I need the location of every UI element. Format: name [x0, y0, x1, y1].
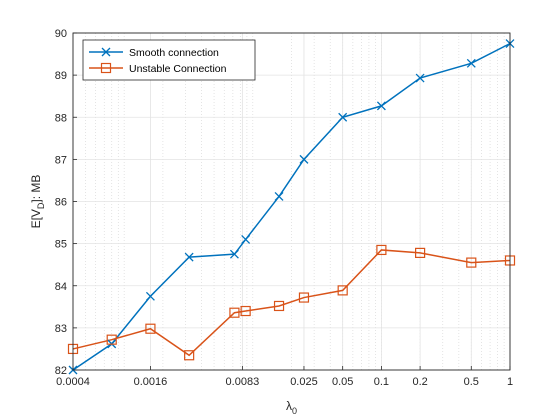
data-point: [415, 247, 426, 258]
legend-box: [82, 39, 256, 81]
legend-label: Smooth connection: [129, 47, 219, 59]
x-tick-label: 0.0083: [226, 376, 260, 388]
data-point: [184, 252, 194, 262]
y-tick-label: 87: [55, 154, 67, 166]
y-tick-label: 84: [55, 281, 67, 293]
marker-stroke: [376, 101, 386, 111]
y-axis-label: E[VD]: MB: [29, 175, 46, 229]
marker-stroke: [415, 73, 425, 83]
data-point: [415, 73, 425, 83]
x-tick-labels: 0.0004 0.0016 0.0083 0.025 0.05 0.1 0.2 0.5 1: [56, 376, 513, 388]
data-point: [298, 292, 310, 303]
data-point: [337, 285, 348, 296]
plot-frame: [72, 32, 511, 371]
data-point: [338, 112, 348, 122]
x-tick-label: 0.1: [374, 376, 389, 388]
data-point: [106, 334, 117, 345]
marker-stroke: [274, 191, 284, 201]
data-point: [376, 101, 386, 111]
y-tick-label: 89: [55, 70, 67, 82]
data-point: [299, 154, 309, 164]
y-tick-label: 86: [55, 197, 67, 209]
series-line-2: [72, 249, 511, 357]
data-point: [240, 305, 251, 317]
legend-item: Smooth connection: [89, 47, 219, 59]
data-point: [229, 307, 240, 318]
y-tick-label: 82: [55, 365, 67, 377]
data-point: [184, 350, 195, 361]
y-tick-label: 88: [55, 112, 67, 124]
data-point: [241, 234, 251, 244]
data-point: [466, 58, 476, 68]
marker-stroke: [145, 291, 155, 301]
legend-marker: [100, 62, 112, 74]
marker-stroke: [101, 47, 111, 57]
data-point: [466, 257, 477, 268]
marker-stroke: [184, 252, 194, 262]
data-point: [145, 291, 155, 301]
x-tick-label: 0.2: [412, 376, 427, 388]
y-tick-label: 85: [55, 239, 67, 251]
marker-stroke: [338, 112, 348, 122]
marker-stroke: [299, 154, 309, 164]
data-point: [145, 323, 156, 334]
data-point: [376, 244, 387, 256]
x-tick-label: 1: [507, 376, 513, 388]
y-tick-label: 90: [55, 28, 67, 40]
legend-marker: [101, 47, 111, 57]
legend-item: Unstable Connection: [89, 62, 227, 75]
marker-stroke: [241, 234, 251, 244]
marker-stroke: [466, 58, 476, 68]
x-tick-label: 0.0016: [134, 376, 168, 388]
y-tick-labels: 82 83 84 85 86 87 88 89 90: [55, 28, 67, 377]
data-point: [274, 191, 284, 201]
marker-stroke: [229, 249, 239, 259]
x-tick-label: 0.5: [464, 376, 479, 388]
y-tick-label: 83: [55, 323, 67, 335]
data-point: [229, 249, 239, 259]
grid-major: [72, 32, 511, 371]
legend: Smooth connection Unstable Connection: [82, 39, 256, 81]
x-tick-label: 0.05: [332, 376, 353, 388]
x-tick-label: 0.0004: [56, 376, 90, 388]
x-axis-label: λ0: [286, 399, 297, 416]
series-markers: [67, 39, 516, 375]
x-tick-label: 0.025: [290, 376, 318, 388]
data-point: [273, 300, 285, 312]
legend-label: Unstable Connection: [129, 63, 227, 75]
